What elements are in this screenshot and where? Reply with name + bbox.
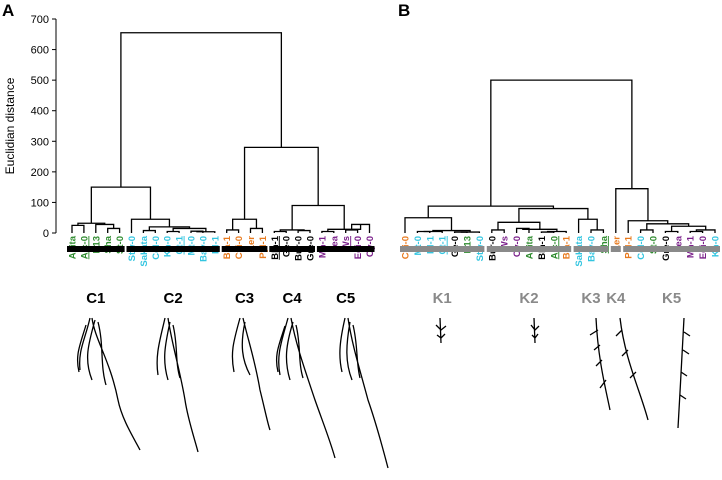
dendrogram-link xyxy=(689,230,704,233)
y-tick-label: 200 xyxy=(31,167,49,179)
leaf-label: Jea xyxy=(673,235,684,252)
leaf-label: Ler xyxy=(246,236,257,251)
dendrogram-link xyxy=(130,218,171,233)
cluster-bar xyxy=(400,246,485,252)
leaf-label: Mt-0 xyxy=(413,236,424,256)
dendrogram-link xyxy=(639,229,654,233)
leaf-label: Sha xyxy=(599,235,610,253)
dendrogram-link xyxy=(321,230,335,233)
dendrogram-link xyxy=(107,227,121,233)
dendrogram-link xyxy=(120,32,283,188)
dendrogram-link xyxy=(243,146,319,220)
cluster-label: C5 xyxy=(336,290,355,307)
dendrogram-link xyxy=(148,226,191,231)
cluster-bar xyxy=(573,246,609,252)
leaf-label: Jea xyxy=(329,235,340,252)
cluster-bar xyxy=(269,246,315,252)
cluster-bar xyxy=(67,246,125,252)
dendrogram-link xyxy=(166,230,180,233)
dendrogram-link xyxy=(518,207,589,223)
cluster-bar xyxy=(126,246,220,252)
cluster-label: C1 xyxy=(86,290,105,307)
y-tick-label: 0 xyxy=(43,228,49,240)
dendrogram-link xyxy=(71,224,85,233)
cluster-label: K4 xyxy=(606,290,626,307)
panel-label: A xyxy=(2,1,14,20)
dendrogram-link xyxy=(670,225,707,232)
cluster-label: K3 xyxy=(581,290,600,307)
y-tick-label: 600 xyxy=(31,45,49,57)
dendrogram-link xyxy=(695,229,716,233)
cluster-label: C4 xyxy=(283,290,303,307)
cluster-bar xyxy=(623,246,720,252)
leaf-label: Sha xyxy=(103,235,114,253)
dendrogram-link xyxy=(491,229,505,233)
leaf-label: Ws xyxy=(500,236,511,250)
dendrogram-link xyxy=(540,231,555,233)
dendrogram-link xyxy=(423,230,443,233)
dendrogram-link xyxy=(664,230,679,233)
root-sketches xyxy=(76,317,691,469)
leaf-label: N13 xyxy=(91,236,102,253)
dendrogram-link xyxy=(279,229,305,232)
leaf-label: N13 xyxy=(463,236,474,253)
leaf-label: Ct-1 xyxy=(438,235,449,254)
dendrogram-link xyxy=(590,229,605,233)
cluster-label: K1 xyxy=(433,290,452,307)
dendrogram-link xyxy=(142,229,156,233)
cluster-label: C2 xyxy=(164,290,183,307)
leaf-label: Ler xyxy=(611,236,622,251)
dendrogram-link xyxy=(273,230,287,233)
dendrogram-link xyxy=(627,220,669,233)
dendrogram-link xyxy=(490,79,633,207)
leaf-label: St-0 xyxy=(649,236,660,254)
leaf-label: Mt-0 xyxy=(187,236,198,256)
cluster-label: C3 xyxy=(235,290,254,307)
y-tick-label: 400 xyxy=(31,106,49,118)
cluster-bar xyxy=(316,246,375,252)
dendrogram-link xyxy=(515,227,530,233)
cluster-bar xyxy=(221,246,268,252)
leaf-label: Bl-1 xyxy=(210,235,221,254)
cluster-label: K2 xyxy=(519,290,538,307)
dendrogram-link xyxy=(291,204,345,230)
y-tick-label: 100 xyxy=(31,197,49,209)
y-tick-label: 500 xyxy=(31,75,49,87)
dendrogram-link xyxy=(577,218,598,233)
cluster-bar xyxy=(610,246,621,252)
dendrogram-link xyxy=(615,188,649,233)
dendrogram-link xyxy=(427,205,555,218)
dendrogram-link xyxy=(226,229,240,233)
y-tick-label: 300 xyxy=(31,136,49,148)
dendrogram-link xyxy=(232,218,258,230)
leaf-label: Ct-1 xyxy=(175,235,186,254)
dendrogram-link xyxy=(297,229,311,233)
dendrogram-link xyxy=(646,223,690,230)
panel-label: B xyxy=(398,1,410,20)
cluster-bar xyxy=(486,246,572,252)
dendrogram-link xyxy=(90,186,152,224)
y-axis-title: Euclidian distance xyxy=(3,77,17,174)
dendrogram-link xyxy=(249,227,264,233)
dendrogram-link xyxy=(345,229,359,233)
cluster-label: K5 xyxy=(662,290,681,307)
leaf-label: Ws xyxy=(341,236,352,250)
leaf-label: Bl-1 xyxy=(425,235,436,254)
leaf-label: St-0 xyxy=(115,236,126,254)
dendrogram-link xyxy=(460,231,481,233)
y-tick-label: 700 xyxy=(31,14,49,26)
